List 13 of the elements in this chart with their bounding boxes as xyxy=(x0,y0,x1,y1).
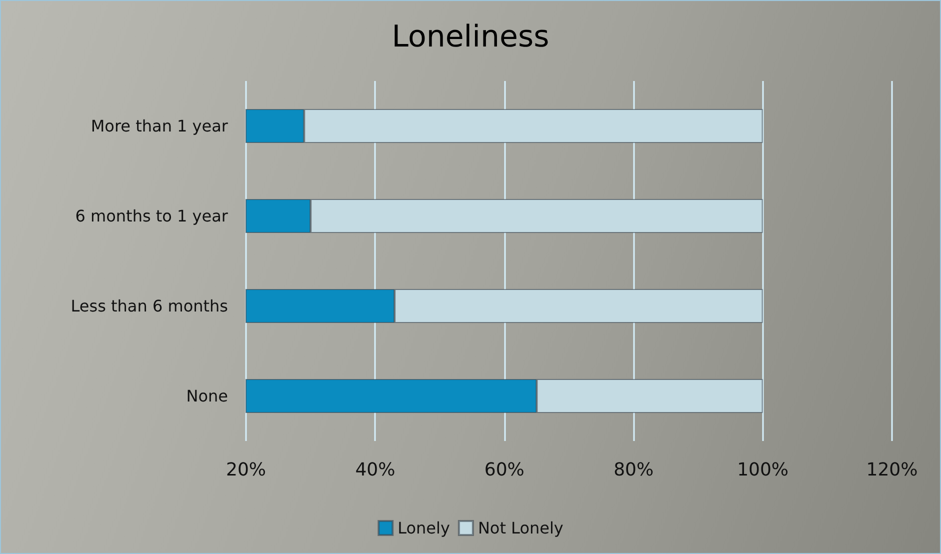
x-tick-label: 20% xyxy=(226,460,266,480)
x-tick-label: 80% xyxy=(614,460,654,480)
y-tick-label: Less than 6 months xyxy=(70,296,228,316)
y-tick-label: None xyxy=(186,386,228,406)
x-tick-label: 60% xyxy=(484,460,524,480)
y-tick-label: More than 1 year xyxy=(90,116,228,136)
chart-title: Loneliness xyxy=(392,20,550,54)
x-tick-label: 40% xyxy=(355,460,396,480)
x-tick-label: 120% xyxy=(866,460,918,480)
x-tick-label: 100% xyxy=(737,460,789,480)
legend-label: Not Lonely xyxy=(478,518,564,538)
y-tick-label: 6 months to 1 year xyxy=(75,206,228,226)
legend-label: Lonely xyxy=(398,518,450,538)
